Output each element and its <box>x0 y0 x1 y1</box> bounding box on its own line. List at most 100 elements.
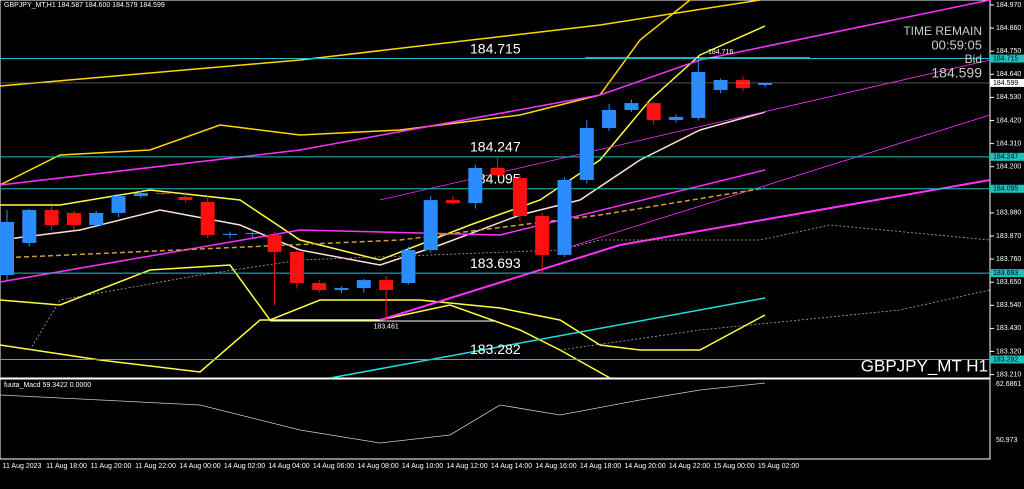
level-label: 183.693 <box>470 255 521 271</box>
time-label: 14 Aug 02:00 <box>224 463 265 470</box>
time-label: 14 Aug 08:00 <box>357 463 398 470</box>
price-tick-label: 184.860 <box>996 25 1021 32</box>
time-label: 14 Aug 04:00 <box>268 463 309 470</box>
macd-tick: 50.973 <box>996 437 1018 444</box>
candle-body <box>735 79 750 88</box>
candle-body <box>713 79 728 91</box>
level-box <box>990 184 1024 193</box>
candle-body <box>423 200 438 251</box>
candle-body <box>602 110 617 129</box>
candle-body <box>245 233 260 235</box>
candle-body <box>178 196 193 201</box>
candle-body <box>111 196 126 213</box>
candle-body <box>512 178 527 217</box>
extreme-label: 184.716 <box>708 49 733 56</box>
price-tick-label: 184.640 <box>996 71 1021 78</box>
candle-body <box>312 283 327 290</box>
macd-label: fuuta_Macd 59.3422 0.0000 <box>4 382 91 389</box>
time-label: 11 Aug 18:00 <box>46 463 87 470</box>
time-label: 14 Aug 16:00 <box>535 463 576 470</box>
candle-body <box>133 192 148 197</box>
level-label: 184.715 <box>470 40 521 56</box>
candle-body <box>200 201 215 235</box>
candle-body <box>646 103 661 121</box>
price-tick-label: 183.760 <box>996 256 1021 263</box>
candle-body <box>579 128 594 180</box>
candle-body <box>156 192 171 194</box>
level-box <box>990 54 1024 63</box>
level-label: 184.095 <box>470 170 521 186</box>
candle-body <box>223 233 237 235</box>
macd-frame <box>0 378 991 460</box>
time-label: 14 Aug 14:00 <box>491 463 532 470</box>
candle-body <box>535 216 550 255</box>
time-label: 11 Aug 20:00 <box>91 463 132 470</box>
bid-title: Bid <box>965 52 982 66</box>
price-tick-label: 183.430 <box>996 325 1021 332</box>
bid-box <box>990 78 1024 87</box>
time-label: 11 Aug 2023 <box>3 463 42 470</box>
candle-body <box>446 200 460 204</box>
timer-time: 00:59:05 <box>931 37 982 52</box>
price-tick-label: 183.980 <box>996 210 1021 217</box>
symbol: GBPJPY_MT H1 <box>861 356 988 375</box>
level-label: 183.282 <box>470 341 521 357</box>
extreme-label: 183.461 <box>373 324 398 331</box>
candle-body <box>401 250 416 284</box>
price-tick-label: 184.970 <box>996 2 1021 9</box>
price-tick-label: 184.200 <box>996 164 1021 171</box>
time-label: 15 Aug 02:00 <box>758 463 799 470</box>
price-tick-label: 184.530 <box>996 94 1021 101</box>
candle-body <box>758 82 773 86</box>
indicators <box>0 0 991 444</box>
candle-body <box>22 209 37 243</box>
level-price: 183.693 <box>993 270 1018 277</box>
candle-body <box>89 212 104 226</box>
candle-body <box>44 209 59 226</box>
candle-body <box>0 221 14 276</box>
price-tick-label: 183.540 <box>996 302 1021 309</box>
time-label: 14 Aug 10:00 <box>402 463 443 470</box>
candle-body <box>379 280 394 290</box>
time-label: 14 Aug 06:00 <box>313 463 354 470</box>
time-label: 14 Aug 18:00 <box>580 463 621 470</box>
candle-body <box>691 71 706 118</box>
price-tick-label: 184.750 <box>996 48 1021 55</box>
level-box <box>990 269 1024 278</box>
candle-body <box>289 251 304 284</box>
level-box <box>990 355 1024 364</box>
level-box <box>990 152 1024 161</box>
level-price: 184.715 <box>993 55 1018 62</box>
level-price: 183.282 <box>993 356 1018 363</box>
price-tick-label: 183.870 <box>996 233 1021 240</box>
macd-tick: 62.6861 <box>996 381 1021 388</box>
timer-title: TIME REMAIN <box>903 24 982 38</box>
level-price: 184.247 <box>993 154 1018 161</box>
candle-body <box>669 116 683 121</box>
price-tick-label: 183.650 <box>996 279 1021 286</box>
candle-body <box>490 167 505 176</box>
candle-body <box>557 179 572 255</box>
time-label: 14 Aug 22:00 <box>669 463 710 470</box>
bid-axis-label: 184.599 <box>993 80 1018 87</box>
candle-body <box>356 280 371 289</box>
time-label: 11 Aug 22:00 <box>135 463 176 470</box>
header: GBPJPY_MT,H1 184.587 184.600 184.579 184… <box>4 2 165 9</box>
time-label: 15 Aug 00:00 <box>713 463 754 470</box>
bid-price: 184.599 <box>931 65 982 81</box>
price-tick-label: 183.320 <box>996 348 1021 355</box>
price-tick-label: 183.210 <box>996 371 1021 378</box>
time-label: 14 Aug 20:00 <box>624 463 665 470</box>
price-tick-label: 184.310 <box>996 140 1021 147</box>
candle-body <box>624 103 639 110</box>
level-label: 184.247 <box>470 139 521 155</box>
candle-body <box>267 234 282 252</box>
candle-body <box>66 212 81 226</box>
candle-body <box>468 167 483 204</box>
level-price: 184.095 <box>993 186 1018 193</box>
time-label: 14 Aug 00:00 <box>179 463 220 470</box>
candle-body <box>334 288 349 290</box>
price-tick-label: 184.420 <box>996 117 1021 124</box>
time-label: 14 Aug 12:00 <box>446 463 487 470</box>
